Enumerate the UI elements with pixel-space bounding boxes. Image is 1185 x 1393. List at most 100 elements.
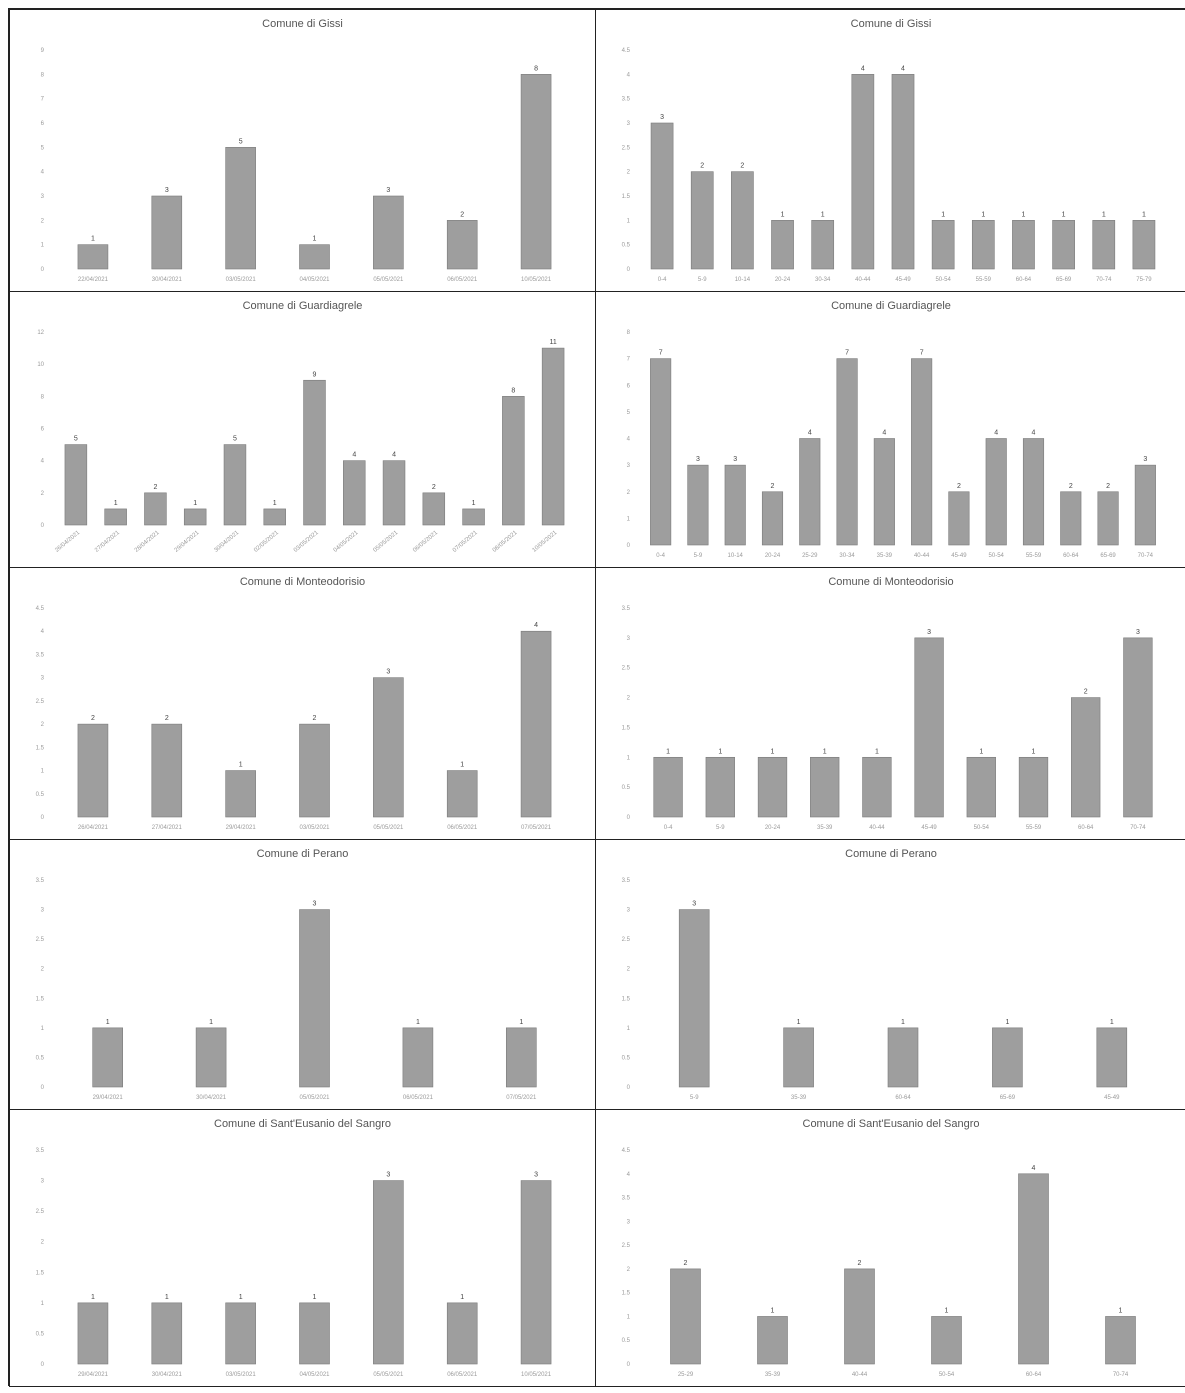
y-tick-label: 2 (627, 967, 631, 973)
bar (873, 438, 895, 546)
panel-guardiagrele-ages: Comune di Guardiagrele 0 1 2 3 4 5 6 7 8 7 0-4 3 5-9 3… (595, 291, 1185, 568)
data-label: 1 (460, 762, 464, 769)
x-tick-label: 50-54 (939, 1372, 955, 1378)
y-tick-label: 2 (627, 696, 631, 702)
y-tick-label: 12 (37, 330, 44, 336)
data-label: 1 (114, 500, 118, 507)
data-label: 1 (875, 748, 879, 755)
bar (303, 379, 326, 526)
y-tick-label: 3 (627, 636, 631, 642)
data-label: 1 (106, 1019, 110, 1026)
chart-guardiagrele-dates: Comune di Guardiagrele024681012526/04/20… (37, 300, 565, 554)
data-label: 7 (920, 350, 924, 357)
y-tick-label: 2 (41, 491, 45, 497)
y-tick-label: 1.5 (622, 996, 631, 1002)
y-tick-label: 2.5 (622, 145, 631, 151)
data-label: 2 (858, 1260, 862, 1267)
x-tick-label: 30/04/2021 (152, 277, 183, 283)
x-tick-label: 05/05/2021 (373, 825, 404, 831)
x-tick-label: 70-74 (1130, 825, 1146, 831)
bar (771, 220, 794, 270)
data-label: 1 (313, 236, 317, 243)
x-tick-label: 22/04/2021 (78, 277, 109, 283)
x-tick-label: 55-59 (976, 277, 992, 283)
y-tick-label: 1 (627, 516, 631, 522)
y-tick-label: 7 (627, 357, 631, 363)
bar (373, 677, 404, 818)
data-label: 1 (823, 748, 827, 755)
data-label: 2 (165, 715, 169, 722)
bar (931, 1316, 962, 1365)
bar (761, 491, 784, 546)
data-label: 1 (781, 211, 785, 218)
data-label: 4 (861, 65, 865, 72)
data-label: 8 (534, 65, 538, 72)
x-tick-label: 60-64 (1016, 277, 1032, 283)
data-label: 3 (386, 1172, 390, 1179)
x-tick-label: 26/04/2021 (54, 530, 81, 554)
data-label: 1 (273, 500, 277, 507)
y-tick-label: 6 (41, 427, 45, 433)
data-label: 4 (882, 430, 886, 437)
x-tick-label: 20-24 (765, 825, 781, 831)
x-tick-label: 27/04/2021 (152, 825, 183, 831)
x-tick-label: 10/05/2021 (532, 530, 559, 554)
x-tick-label: 65-69 (1056, 277, 1072, 283)
x-tick-label: 10-14 (728, 553, 744, 559)
y-tick-label: 2 (627, 170, 631, 176)
bar (263, 508, 286, 526)
bar (705, 756, 735, 818)
y-tick-label: 8 (41, 394, 45, 400)
y-tick-label: 0 (627, 267, 631, 273)
bar (1071, 697, 1101, 818)
data-label: 2 (957, 483, 961, 490)
bar (783, 1027, 814, 1088)
bar (382, 460, 406, 526)
panel-santeusanio-ages: Comune di Sant'Eusanio del Sangro 0 0.5 1 1.… (595, 1109, 1185, 1387)
y-tick-label: 3 (41, 1179, 45, 1185)
data-label: 1 (91, 1294, 95, 1301)
panel-perano-dates: Comune di Perano 0 0.5 1 1.5 2 2.5 3 3.5 1 29/04/2… (9, 839, 596, 1110)
y-tick-label: 4 (41, 629, 45, 635)
y-tick-label: 2.5 (622, 937, 631, 943)
data-label: 3 (927, 629, 931, 636)
y-tick-label: 0 (627, 543, 631, 549)
data-label: 1 (979, 748, 983, 755)
data-label: 1 (1102, 211, 1106, 218)
bar (446, 1302, 478, 1365)
x-tick-label: 5-9 (690, 1095, 699, 1101)
y-tick-label: 3.5 (622, 878, 631, 884)
bar (844, 1268, 875, 1365)
bar (520, 630, 552, 818)
y-tick-label: 3.5 (36, 878, 45, 884)
data-label: 2 (1106, 483, 1110, 490)
bar (92, 1027, 123, 1088)
bar (1012, 220, 1035, 270)
bar (422, 492, 446, 526)
y-tick-label: 6 (627, 383, 631, 389)
data-label: 1 (1005, 1019, 1009, 1026)
x-tick-label: 70-74 (1138, 553, 1154, 559)
data-label: 1 (1032, 748, 1036, 755)
data-label: 2 (460, 211, 464, 218)
x-tick-label: 04/05/2021 (299, 277, 330, 283)
bar (1060, 491, 1082, 546)
bar (225, 147, 256, 270)
x-tick-label: 06/05/2021 (447, 1372, 478, 1378)
chart-title: Comune di Sant'Eusanio del Sangro (803, 1118, 980, 1130)
bar (183, 508, 207, 526)
bar (541, 347, 565, 526)
bar (151, 195, 183, 270)
bar (650, 122, 674, 270)
data-label: 4 (808, 430, 812, 437)
chart-monteodorisio-dates: Comune di Monteodorisio 0 0.5 1 1.5 2 2.5 3 3.5 4… (36, 576, 552, 831)
y-tick-label: 1.5 (622, 1291, 631, 1297)
bar (151, 1302, 183, 1365)
x-tick-label: 26/04/2021 (78, 825, 109, 831)
data-label: 4 (901, 65, 905, 72)
y-tick-label: 6 (41, 121, 45, 127)
y-tick-label: 1.5 (36, 745, 45, 751)
data-label: 1 (941, 211, 945, 218)
data-label: 4 (1032, 1165, 1036, 1172)
y-tick-label: 4 (627, 437, 631, 443)
